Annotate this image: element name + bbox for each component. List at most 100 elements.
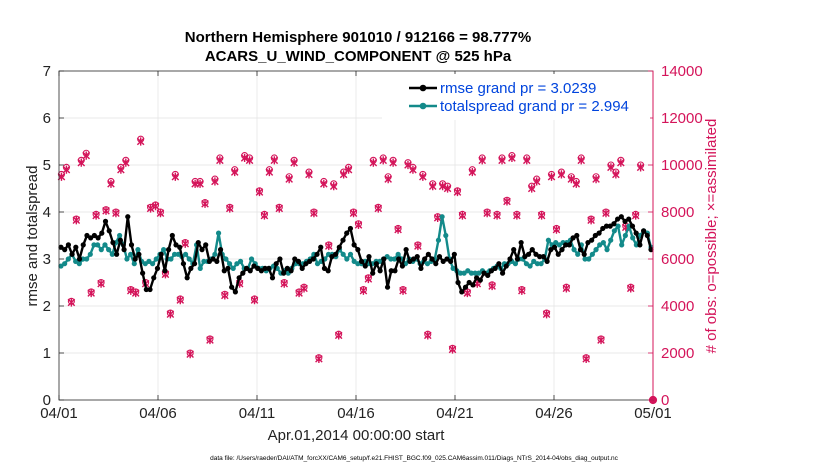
rmse-point — [403, 247, 409, 253]
spread-point — [150, 261, 156, 267]
y-right-tick-label: 14000 — [661, 63, 703, 80]
spread-point — [91, 242, 97, 248]
y-right-tick-label: 12000 — [661, 110, 703, 127]
obs-assimilated-marker — [597, 335, 605, 345]
obs-assimilated-marker — [458, 211, 467, 220]
obs-assimilated-marker — [419, 172, 427, 181]
rmse-point — [373, 261, 380, 267]
rmse-point — [425, 251, 431, 257]
rmse-point — [518, 239, 524, 246]
rmse-point — [281, 270, 287, 276]
obs-assimilated-marker — [626, 284, 635, 293]
rmse-point — [332, 251, 339, 257]
rmse-point — [388, 268, 394, 274]
spread-point — [215, 230, 222, 236]
rmse-point — [451, 251, 457, 257]
obs-assimilated-marker — [92, 211, 100, 220]
rmse-point — [236, 275, 242, 281]
obs-assimilated-marker — [334, 331, 343, 340]
rmse-point — [58, 244, 64, 250]
obs-assimilated-marker — [67, 298, 76, 307]
rmse-point — [180, 261, 187, 267]
obs-assimilated-marker — [285, 175, 293, 184]
rmse-point — [555, 251, 561, 257]
y-tick-label: 5 — [43, 157, 51, 174]
obs-assimilated-marker — [587, 216, 595, 225]
rmse-point — [644, 232, 650, 239]
y-right-tick-label: 0 — [661, 392, 669, 409]
obs-assimilated-marker — [359, 286, 368, 295]
obs-assimilated-marker — [72, 216, 81, 225]
spread-point — [443, 232, 449, 239]
spread-point — [512, 261, 519, 267]
rmse-point — [114, 251, 120, 257]
obs-assimilated-marker — [478, 156, 487, 165]
rmse-point — [199, 247, 205, 253]
rmse-point — [592, 232, 598, 239]
obs-assimilated-marker — [310, 209, 318, 218]
rmse-point — [106, 228, 112, 234]
obs-assimilated-marker — [513, 211, 521, 220]
rmse-point — [177, 244, 183, 250]
rmse-point — [481, 270, 487, 276]
rmse-point — [525, 251, 532, 257]
obs-assimilated-marker — [280, 279, 289, 288]
rmse-point — [548, 247, 554, 253]
rmse-point — [258, 268, 264, 274]
obs-assimilated-marker — [201, 199, 209, 208]
rmse-point — [533, 251, 539, 257]
spread-point — [223, 256, 229, 262]
rmse-point — [637, 242, 643, 248]
rmse-point — [65, 242, 71, 248]
rmse-point — [336, 244, 342, 250]
spread-point — [201, 258, 207, 264]
obs-assimilated-marker — [62, 165, 71, 174]
obs-assimilated-marker — [122, 158, 130, 167]
spread-point — [62, 261, 68, 267]
rmse-point — [633, 230, 639, 236]
rmse-point — [184, 275, 190, 281]
rmse-point — [488, 268, 495, 274]
rmse-point — [414, 254, 420, 260]
obs-assimilated-marker — [230, 167, 239, 177]
obs-assimilated-marker — [374, 204, 383, 213]
y-right-tick-label: 4000 — [661, 298, 694, 315]
rmse-point — [641, 228, 647, 234]
spread-point — [472, 270, 478, 276]
rmse-point — [295, 258, 302, 264]
rmse-point — [347, 225, 354, 232]
obs-assimilated-marker — [329, 182, 338, 191]
spread-point — [622, 232, 628, 239]
obs-assimilated-marker — [522, 156, 531, 165]
rmse-point — [88, 235, 94, 241]
obs-assimilated-marker — [82, 151, 91, 160]
rmse-point — [544, 258, 550, 264]
rmse-point — [422, 256, 428, 262]
spread-point — [608, 237, 614, 243]
spread-point — [186, 256, 192, 262]
spread-point — [604, 247, 610, 253]
rmse-point — [444, 256, 450, 262]
rmse-point — [358, 258, 365, 264]
obs-assimilated-marker — [250, 296, 259, 305]
spread-point — [212, 251, 218, 257]
obs-assimilated-marker — [498, 156, 506, 165]
rmse-point — [429, 256, 435, 262]
rmse-point — [370, 270, 376, 276]
rmse-point — [203, 242, 209, 248]
y-right-tick-label: 10000 — [661, 157, 703, 174]
obs-assimilated-marker — [428, 182, 437, 191]
obs-assimilated-marker — [384, 175, 392, 184]
legend-rmse-label: rmse grand pr = 3.0239 — [440, 80, 596, 97]
obs-assimilated-marker — [156, 209, 165, 218]
chart-title-line1: Northern Hemisphere 901010 / 912166 = 98… — [185, 29, 531, 46]
spread-point — [545, 237, 552, 243]
spread-point — [248, 256, 255, 262]
obs-assimilated-marker — [468, 167, 477, 177]
rmse-point — [433, 261, 439, 267]
spread-point — [582, 256, 588, 262]
rmse-point — [162, 268, 168, 274]
rmse-point — [511, 247, 517, 253]
spread-point — [124, 256, 130, 262]
obs-assimilated-marker — [112, 209, 120, 218]
